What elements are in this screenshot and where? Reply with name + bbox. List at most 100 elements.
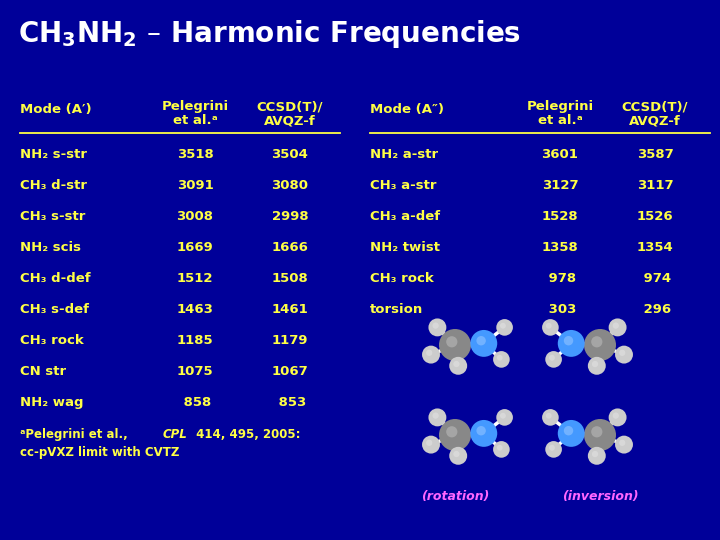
Text: 3601: 3601: [541, 148, 578, 161]
Text: Mode (A″): Mode (A″): [370, 104, 444, 117]
Text: 296: 296: [639, 303, 671, 316]
Circle shape: [546, 323, 552, 329]
Text: 1358: 1358: [541, 241, 578, 254]
Text: CH₃ a-def: CH₃ a-def: [370, 210, 440, 223]
Circle shape: [564, 336, 573, 346]
Circle shape: [428, 408, 446, 427]
Text: (inversion): (inversion): [562, 490, 639, 503]
Text: NH₂ s-str: NH₂ s-str: [20, 148, 87, 161]
Circle shape: [542, 319, 559, 336]
Text: 303: 303: [544, 303, 576, 316]
Circle shape: [591, 336, 603, 347]
Circle shape: [439, 329, 471, 361]
Circle shape: [433, 322, 438, 329]
Circle shape: [477, 426, 486, 435]
Text: CH₃ s-def: CH₃ s-def: [20, 303, 89, 316]
Text: 978: 978: [544, 272, 576, 285]
Circle shape: [439, 419, 471, 451]
Circle shape: [558, 420, 585, 447]
Text: 1528: 1528: [541, 210, 578, 223]
Text: 3504: 3504: [271, 148, 308, 161]
Circle shape: [454, 451, 459, 457]
Circle shape: [500, 413, 506, 418]
Circle shape: [545, 351, 562, 368]
Circle shape: [426, 350, 432, 356]
Circle shape: [493, 351, 510, 368]
Circle shape: [592, 361, 598, 367]
Circle shape: [588, 357, 606, 375]
Text: AVQZ-f: AVQZ-f: [629, 114, 681, 127]
Circle shape: [426, 440, 432, 446]
Circle shape: [542, 409, 559, 426]
Text: et al.ᵃ: et al.ᵃ: [538, 114, 582, 127]
Text: CN str: CN str: [20, 365, 66, 378]
Text: 414, 495, 2005:: 414, 495, 2005:: [192, 428, 300, 441]
Text: ᵃPelegrini et al.,: ᵃPelegrini et al.,: [20, 428, 136, 441]
Text: NH₂ a-str: NH₂ a-str: [370, 148, 438, 161]
Circle shape: [477, 336, 486, 346]
Text: $\mathbf{CH_3NH_2}$ – Harmonic Frequencies: $\mathbf{CH_3NH_2}$ – Harmonic Frequenci…: [18, 18, 521, 50]
Text: NH₂ scis: NH₂ scis: [20, 241, 81, 254]
Text: 2998: 2998: [271, 210, 308, 223]
Text: (rotation): (rotation): [420, 490, 489, 503]
Circle shape: [449, 357, 467, 375]
Circle shape: [615, 436, 633, 454]
Text: 858: 858: [179, 396, 211, 409]
Circle shape: [446, 426, 457, 437]
Text: 1067: 1067: [271, 365, 308, 378]
Text: 1463: 1463: [176, 303, 213, 316]
Text: 1461: 1461: [271, 303, 308, 316]
Text: CH₃ a-str: CH₃ a-str: [370, 179, 436, 192]
Circle shape: [493, 441, 510, 458]
Circle shape: [613, 322, 619, 329]
Circle shape: [549, 355, 555, 361]
Circle shape: [497, 355, 503, 361]
Circle shape: [615, 346, 633, 363]
Text: cc-pVXZ limit with CVTZ: cc-pVXZ limit with CVTZ: [20, 446, 179, 459]
Circle shape: [584, 419, 616, 451]
Circle shape: [546, 413, 552, 418]
Text: CCSD(T)/: CCSD(T)/: [257, 100, 323, 113]
Text: CCSD(T)/: CCSD(T)/: [622, 100, 688, 113]
Circle shape: [428, 319, 446, 336]
Circle shape: [613, 413, 619, 418]
Circle shape: [454, 361, 459, 367]
Text: 1669: 1669: [176, 241, 213, 254]
Circle shape: [588, 447, 606, 465]
Text: CH₃ d-str: CH₃ d-str: [20, 179, 87, 192]
Circle shape: [564, 426, 573, 435]
Text: CH₃ d-def: CH₃ d-def: [20, 272, 91, 285]
Circle shape: [470, 420, 498, 447]
Text: 974: 974: [639, 272, 671, 285]
Text: 3117: 3117: [636, 179, 673, 192]
Circle shape: [549, 445, 555, 451]
Text: CH₃ rock: CH₃ rock: [370, 272, 433, 285]
Circle shape: [433, 413, 438, 418]
Text: 1354: 1354: [636, 241, 673, 254]
Text: NH₂ wag: NH₂ wag: [20, 396, 84, 409]
Text: Pelegrini: Pelegrini: [526, 100, 593, 113]
Text: CPL: CPL: [163, 428, 188, 441]
Circle shape: [619, 440, 626, 446]
Circle shape: [470, 330, 498, 357]
Text: 1185: 1185: [176, 334, 213, 347]
Circle shape: [497, 445, 503, 451]
Text: 1179: 1179: [271, 334, 308, 347]
Text: 1666: 1666: [271, 241, 308, 254]
Text: 3127: 3127: [541, 179, 578, 192]
Text: Pelegrini: Pelegrini: [161, 100, 228, 113]
Text: 3080: 3080: [271, 179, 308, 192]
Text: CH₃ s-str: CH₃ s-str: [20, 210, 86, 223]
Text: CH₃ rock: CH₃ rock: [20, 334, 84, 347]
Text: 3587: 3587: [636, 148, 673, 161]
Text: 3091: 3091: [176, 179, 213, 192]
Circle shape: [422, 346, 440, 363]
Circle shape: [591, 426, 603, 437]
Text: 1508: 1508: [271, 272, 308, 285]
Text: NH₂ twist: NH₂ twist: [370, 241, 440, 254]
Circle shape: [545, 441, 562, 458]
Text: 853: 853: [274, 396, 306, 409]
Circle shape: [496, 319, 513, 336]
Circle shape: [446, 336, 457, 347]
Circle shape: [584, 329, 616, 361]
